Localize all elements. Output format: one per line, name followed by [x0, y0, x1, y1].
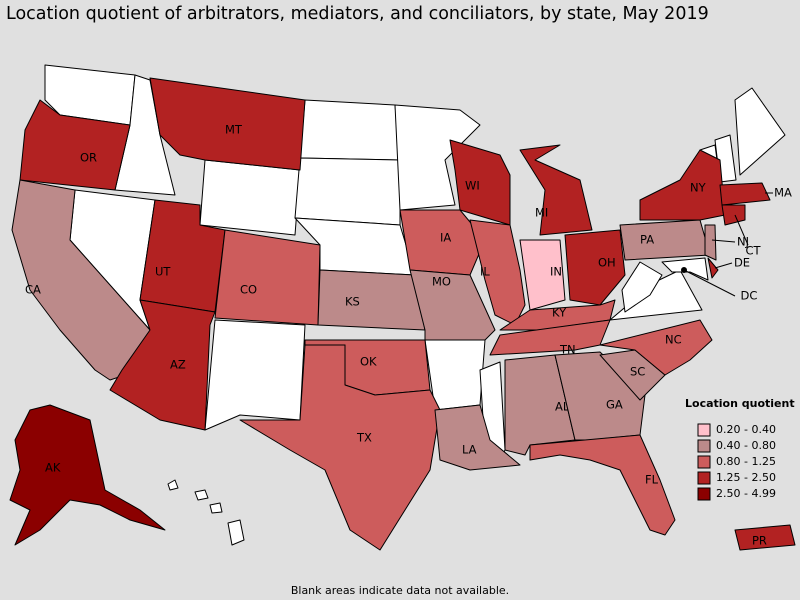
state	[519, 239, 566, 311]
state-label: AZ	[170, 358, 186, 372]
state	[434, 404, 521, 471]
state-label: MI	[535, 206, 548, 220]
state	[149, 77, 306, 171]
state	[19, 99, 131, 191]
legend-label: 0.40 - 0.80	[716, 439, 776, 452]
state-label: CT	[745, 244, 761, 258]
state-label: TN	[559, 343, 576, 357]
state-label: OH	[598, 256, 616, 270]
state	[489, 319, 611, 356]
state-label: TX	[356, 431, 372, 445]
leader-line	[711, 239, 736, 243]
state-label: WI	[465, 179, 480, 193]
state-label: CA	[25, 283, 41, 297]
state-label: MT	[225, 123, 243, 137]
state-blank	[167, 479, 179, 491]
state-label: NC	[665, 333, 682, 347]
state-label: UT	[155, 265, 171, 279]
state-label: IA	[440, 231, 451, 245]
state-label: KS	[345, 295, 360, 309]
legend-label: 1.25 - 2.50	[716, 471, 776, 484]
legend: Location quotient 0.20 - 0.40 0.40 - 0.80…	[685, 397, 795, 501]
state	[317, 269, 426, 331]
state-label: OR	[80, 151, 97, 165]
legend-label: 2.50 - 4.99	[716, 487, 776, 500]
state	[704, 224, 717, 261]
legend-label: 0.80 - 1.25	[716, 455, 776, 468]
state-label: MA	[774, 186, 792, 200]
legend-swatch	[697, 471, 711, 485]
state-label: IN	[550, 265, 562, 279]
state-label: FL	[645, 473, 659, 487]
legend-swatch	[697, 487, 711, 501]
legend-swatch	[697, 455, 711, 469]
legend-swatch	[697, 423, 711, 437]
state	[529, 434, 676, 536]
state	[9, 404, 166, 546]
state-label: NJ	[737, 235, 749, 249]
state-blank	[209, 502, 223, 514]
state	[239, 344, 441, 551]
state	[734, 524, 796, 551]
state-label: NY	[690, 181, 707, 195]
state-label: MO	[432, 275, 451, 289]
map-title: Location quotient of arbitrators, mediat…	[6, 4, 709, 24]
state-label: PR	[752, 534, 767, 548]
state-blank	[227, 519, 245, 546]
state-label: SC	[630, 365, 645, 379]
state-blank	[299, 99, 401, 161]
state	[721, 204, 746, 226]
state	[719, 182, 771, 206]
state-blank	[199, 159, 301, 236]
state	[619, 219, 711, 261]
state	[109, 299, 216, 431]
state	[564, 229, 626, 306]
state	[399, 209, 486, 276]
state-label: CO	[240, 283, 257, 297]
state-blank	[294, 157, 401, 226]
state	[214, 229, 321, 326]
state-blank	[204, 319, 306, 431]
legend-swatch	[697, 439, 711, 453]
state	[11, 179, 151, 381]
state	[599, 319, 713, 376]
state-blank	[621, 261, 663, 313]
state-label: GA	[606, 398, 623, 412]
state-label: LA	[462, 443, 477, 457]
states: ORCAMTUTAZCOKSOKTXIAMOLAWIILMIINOHKYTNAL…	[9, 77, 796, 551]
footnote: Blank areas indicate data not available.	[291, 584, 509, 597]
state-blank	[194, 489, 209, 501]
state-label: PA	[640, 233, 654, 247]
state-label: DC	[741, 289, 758, 303]
leader-line	[734, 214, 749, 246]
state-blank	[734, 87, 786, 176]
leader-line	[714, 262, 733, 269]
legend-title: Location quotient	[685, 397, 795, 410]
state	[707, 257, 719, 279]
state	[409, 269, 496, 341]
state-label: KY	[552, 306, 567, 320]
state-label: DE	[734, 256, 750, 270]
state	[469, 219, 526, 326]
leader-line	[683, 269, 736, 297]
legend-label: 0.20 - 0.40	[716, 423, 776, 436]
state-label: AK	[45, 461, 61, 475]
state-label: IL	[480, 265, 490, 279]
state	[519, 144, 593, 236]
blank-states	[44, 64, 786, 546]
state-label: OK	[360, 355, 377, 369]
